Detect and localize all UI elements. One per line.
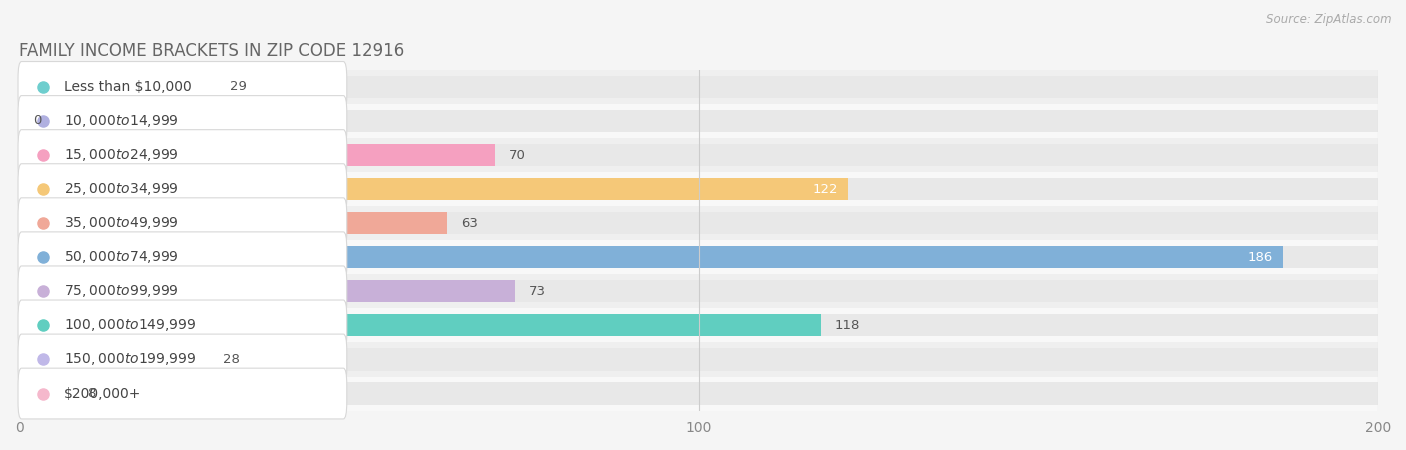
Bar [20, 274, 1378, 308]
Bar [20, 382, 73, 405]
Bar [20, 212, 447, 234]
Bar [20, 178, 848, 200]
FancyBboxPatch shape [18, 266, 347, 317]
Text: 0: 0 [32, 114, 41, 127]
Bar [20, 110, 1378, 132]
Text: $25,000 to $34,999: $25,000 to $34,999 [63, 181, 179, 197]
Bar [20, 308, 1378, 342]
Bar [20, 76, 1378, 98]
Bar [20, 76, 217, 98]
FancyBboxPatch shape [18, 62, 347, 112]
Text: $35,000 to $49,999: $35,000 to $49,999 [63, 215, 179, 231]
Bar [20, 280, 1378, 302]
FancyBboxPatch shape [18, 368, 347, 419]
Text: Less than $10,000: Less than $10,000 [63, 80, 191, 94]
Bar [20, 240, 1378, 274]
Bar [20, 212, 1378, 234]
FancyBboxPatch shape [18, 130, 347, 180]
Text: Source: ZipAtlas.com: Source: ZipAtlas.com [1267, 14, 1392, 27]
Text: 118: 118 [835, 319, 860, 332]
Bar [20, 315, 1378, 337]
Text: 70: 70 [509, 148, 526, 162]
Bar [20, 144, 1378, 166]
FancyBboxPatch shape [18, 334, 347, 385]
FancyBboxPatch shape [18, 95, 347, 146]
Text: $200,000+: $200,000+ [63, 387, 141, 400]
Bar [20, 246, 1282, 268]
Bar [20, 280, 515, 302]
FancyBboxPatch shape [18, 232, 347, 283]
Text: 73: 73 [529, 285, 546, 298]
Bar [20, 377, 1378, 410]
Text: 8: 8 [87, 387, 96, 400]
Bar [20, 342, 1378, 377]
Text: 186: 186 [1247, 251, 1272, 264]
Bar [20, 104, 1378, 138]
Text: 122: 122 [813, 183, 838, 196]
FancyBboxPatch shape [18, 300, 347, 351]
Bar [20, 348, 209, 370]
Text: $15,000 to $24,999: $15,000 to $24,999 [63, 147, 179, 163]
Text: 29: 29 [231, 81, 247, 94]
Bar [20, 178, 1378, 200]
Bar [20, 172, 1378, 206]
Bar [20, 315, 821, 337]
Text: $10,000 to $14,999: $10,000 to $14,999 [63, 113, 179, 129]
FancyBboxPatch shape [18, 198, 347, 248]
Bar [20, 246, 1378, 268]
Text: $150,000 to $199,999: $150,000 to $199,999 [63, 351, 195, 368]
Text: $50,000 to $74,999: $50,000 to $74,999 [63, 249, 179, 265]
FancyBboxPatch shape [18, 164, 347, 215]
Text: FAMILY INCOME BRACKETS IN ZIP CODE 12916: FAMILY INCOME BRACKETS IN ZIP CODE 12916 [20, 42, 405, 60]
Bar [20, 206, 1378, 240]
Bar [20, 348, 1378, 370]
Text: 28: 28 [224, 353, 240, 366]
Text: $100,000 to $149,999: $100,000 to $149,999 [63, 317, 195, 333]
Bar [20, 382, 1378, 405]
Bar [20, 138, 1378, 172]
Bar [20, 144, 495, 166]
Bar [20, 70, 1378, 104]
Text: $75,000 to $99,999: $75,000 to $99,999 [63, 284, 179, 299]
Text: 63: 63 [461, 217, 478, 230]
